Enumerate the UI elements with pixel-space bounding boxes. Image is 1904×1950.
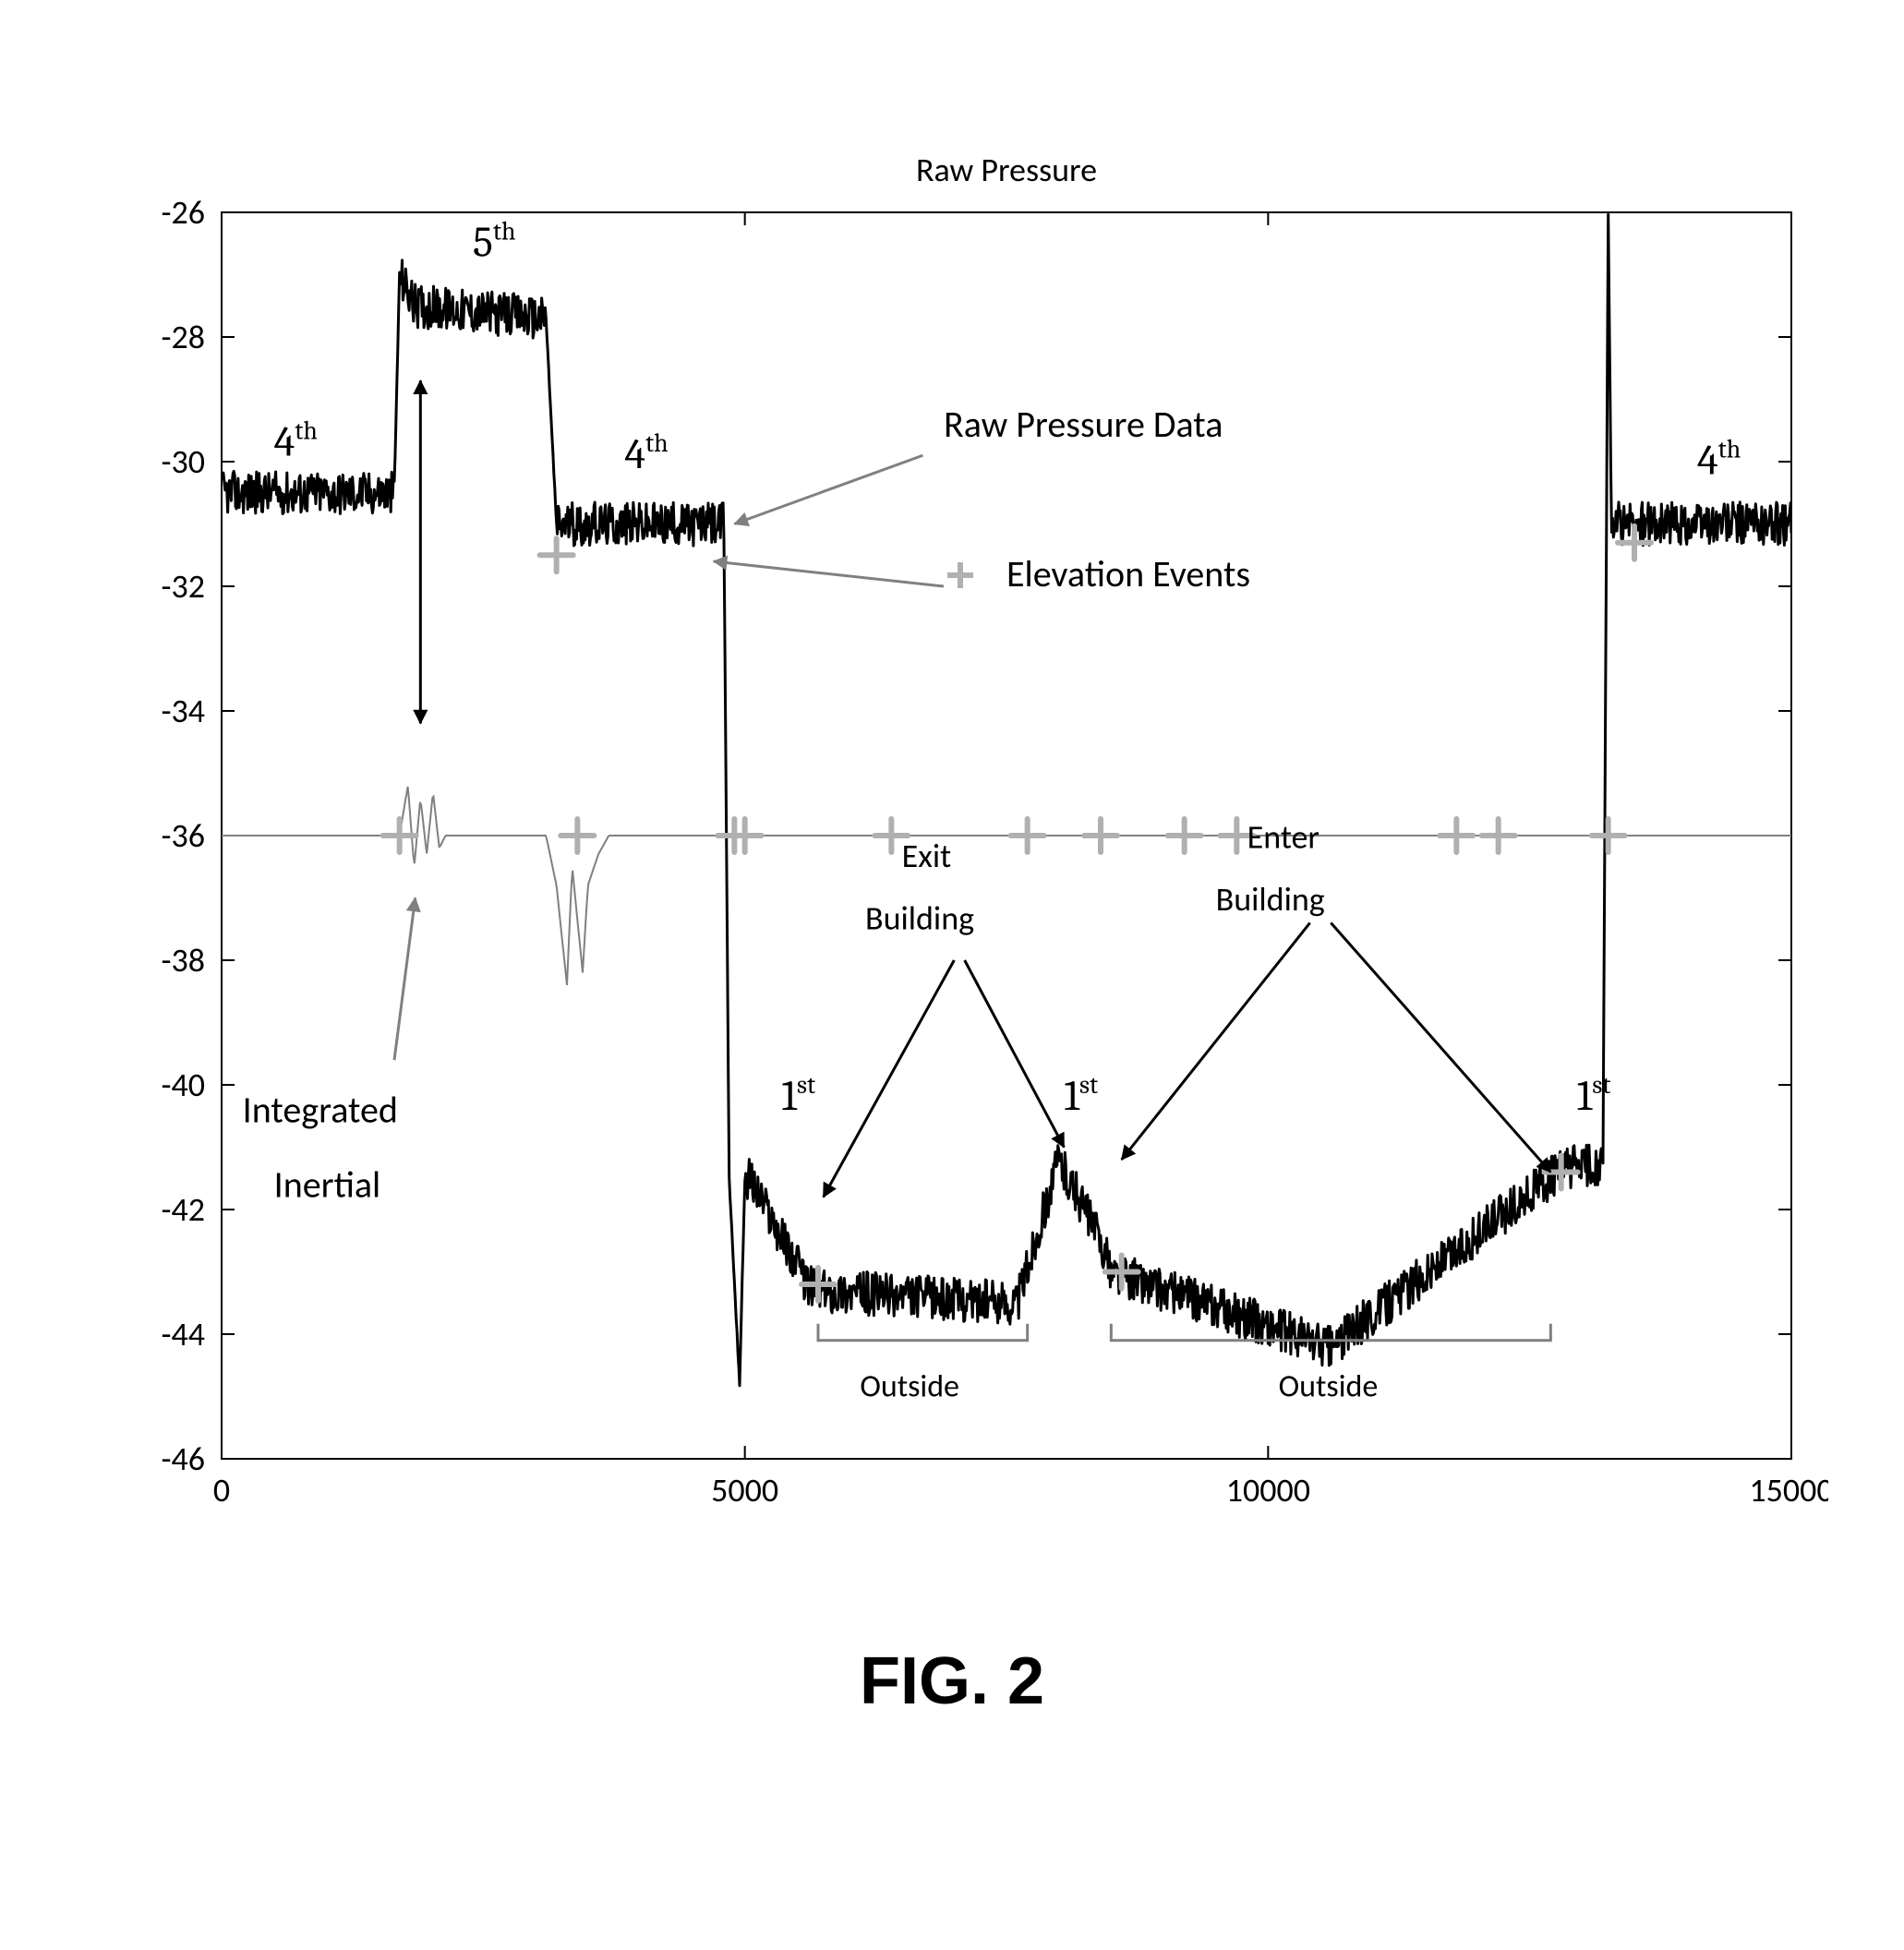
svg-text:-34: -34 — [161, 691, 205, 731]
svg-text:10000: 10000 — [1226, 1470, 1310, 1511]
svg-text:-42: -42 — [161, 1189, 205, 1230]
svg-text:0: 0 — [213, 1470, 230, 1511]
svg-text:Enter: Enter — [1247, 817, 1320, 858]
svg-text:-38: -38 — [161, 940, 205, 981]
svg-text:Raw Pressure Data: Raw Pressure Data — [944, 402, 1223, 447]
svg-text:Raw Pressure: Raw Pressure — [916, 150, 1097, 190]
svg-text:-44: -44 — [161, 1314, 205, 1354]
svg-text:Elevation Events: Elevation Events — [1006, 551, 1250, 596]
svg-text:Exit: Exit — [902, 836, 952, 876]
svg-text:Integrated: Integrated — [243, 1088, 398, 1133]
svg-text:-28: -28 — [161, 317, 205, 357]
svg-text:Building: Building — [1216, 879, 1325, 920]
svg-text:Inertial: Inertial — [274, 1162, 381, 1208]
chart-area: Raw Pressure -46 -44 -42 -40 -38 -36 -34 -32 -30 -… — [74, 148, 1828, 1533]
chart-svg: Raw Pressure -46 -44 -42 -40 -38 -36 -34 -32 -30 -… — [74, 148, 1828, 1533]
svg-text:-32: -32 — [161, 566, 205, 607]
svg-text:Building: Building — [865, 897, 974, 938]
svg-text:-40: -40 — [161, 1065, 205, 1105]
svg-text:-30: -30 — [161, 441, 205, 482]
svg-text:-46: -46 — [161, 1438, 205, 1479]
svg-text:-36: -36 — [161, 815, 205, 856]
svg-text:-26: -26 — [161, 192, 205, 233]
figure-caption: FIG. 2 — [0, 1643, 1904, 1719]
svg-text:5000: 5000 — [711, 1470, 778, 1511]
svg-text:15000: 15000 — [1749, 1470, 1828, 1511]
svg-text:Outside: Outside — [860, 1368, 959, 1406]
svg-text:Outside: Outside — [1279, 1368, 1379, 1406]
